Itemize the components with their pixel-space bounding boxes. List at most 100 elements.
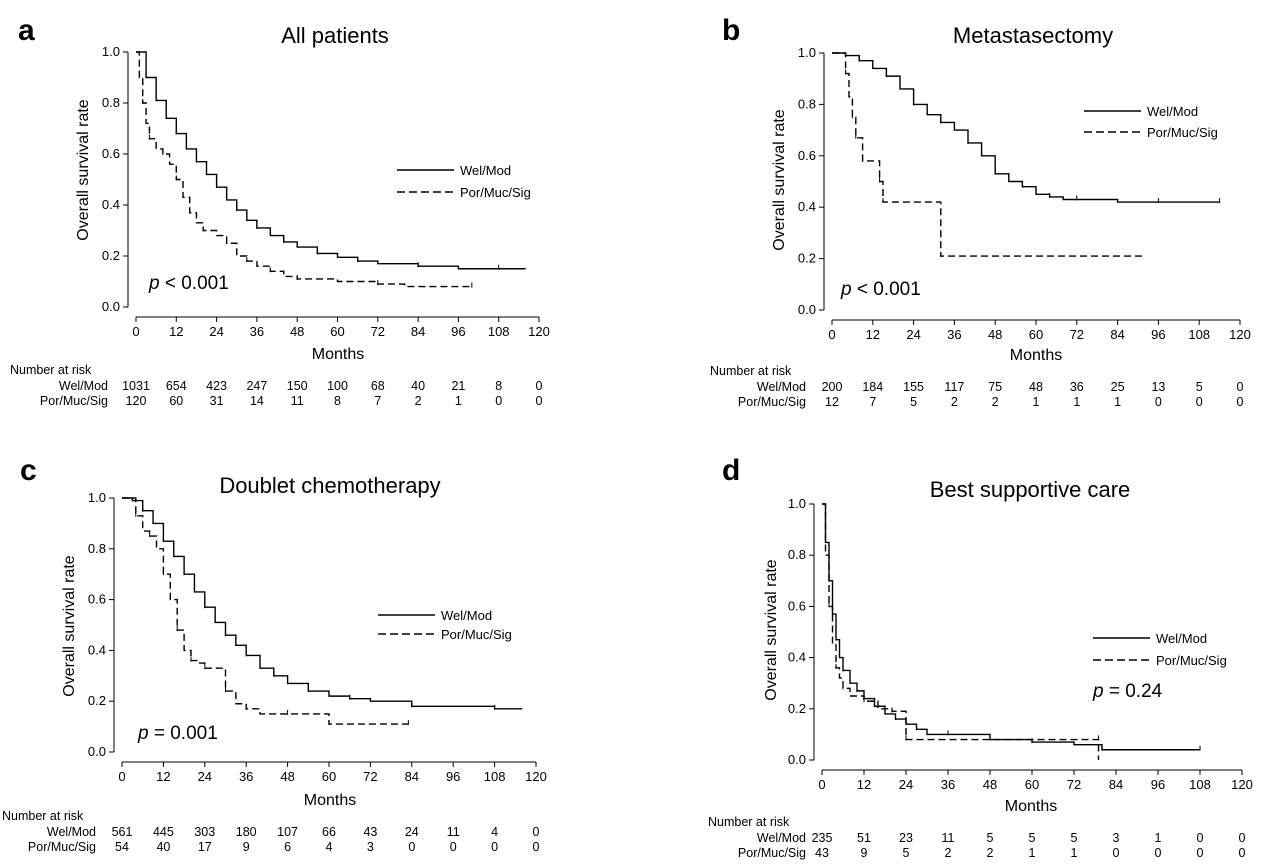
svg-text:p < 0.001: p < 0.001 bbox=[148, 273, 229, 294]
panel-letter-b: b bbox=[722, 14, 740, 47]
risk-count: 17 bbox=[198, 840, 212, 854]
risk-table-header: Number at risk bbox=[10, 363, 92, 377]
risk-table-header: Number at risk bbox=[2, 809, 84, 823]
y-tick-label: 0.2 bbox=[102, 248, 120, 263]
panel-d-title: Best supportive care bbox=[930, 477, 1131, 502]
svg-text:p = 0.24: p = 0.24 bbox=[1092, 681, 1163, 702]
x-tick-label: 12 bbox=[156, 769, 170, 784]
x-tick-label: 84 bbox=[405, 769, 419, 784]
risk-count: 51 bbox=[857, 831, 871, 845]
y-tick-label: 0.6 bbox=[788, 598, 806, 613]
risk-count: 5 bbox=[1029, 831, 1036, 845]
risk-count: 423 bbox=[206, 379, 227, 393]
risk-count: 40 bbox=[411, 379, 425, 393]
y-tick-label: 0.6 bbox=[88, 592, 106, 607]
risk-row-label-wel-mod: Wel/Mod bbox=[59, 379, 108, 393]
panel-b-title: Metastasectomy bbox=[953, 23, 1113, 48]
risk-count: 0 bbox=[536, 379, 543, 393]
x-tick-label: 24 bbox=[899, 777, 913, 792]
y-tick-label: 0.8 bbox=[102, 95, 120, 110]
risk-count: 1 bbox=[1073, 395, 1080, 409]
p-value-text: < 0.001 bbox=[852, 279, 921, 300]
x-tick-label: 60 bbox=[322, 769, 336, 784]
risk-count: 2 bbox=[945, 846, 952, 860]
risk-count: 2 bbox=[987, 846, 994, 860]
x-tick-label: 72 bbox=[363, 769, 377, 784]
legend-label-por-muc-sig: Por/Muc/Sig bbox=[1147, 125, 1218, 140]
risk-row-label-por-muc-sig: Por/Muc/Sig bbox=[40, 394, 108, 408]
legend-label-wel-mod: Wel/Mod bbox=[1156, 631, 1207, 646]
risk-count: 5 bbox=[910, 395, 917, 409]
x-tick-label: 36 bbox=[941, 777, 955, 792]
risk-count: 6 bbox=[284, 840, 291, 854]
risk-count: 12 bbox=[825, 395, 839, 409]
panel-c-title: Doublet chemotherapy bbox=[219, 473, 440, 498]
x-tick-label: 120 bbox=[1231, 777, 1253, 792]
risk-count: 3 bbox=[1113, 831, 1120, 845]
y-tick-label: 0.2 bbox=[788, 701, 806, 716]
risk-count: 13 bbox=[1151, 380, 1165, 394]
risk-count: 117 bbox=[944, 380, 964, 394]
x-tick-label: 48 bbox=[280, 769, 294, 784]
risk-count: 180 bbox=[236, 825, 257, 839]
y-tick-label: 1.0 bbox=[102, 44, 120, 59]
risk-count: 0 bbox=[1197, 831, 1204, 845]
y-tick-label: 0.4 bbox=[798, 199, 816, 214]
risk-table-header: Number at risk bbox=[710, 364, 792, 378]
risk-count: 8 bbox=[495, 379, 502, 393]
x-tick-label: 120 bbox=[1229, 327, 1251, 342]
series-line-wel-mod bbox=[822, 503, 1200, 751]
risk-count: 0 bbox=[533, 840, 540, 854]
risk-count: 0 bbox=[1113, 846, 1120, 860]
y-tick-label: 0.0 bbox=[798, 302, 816, 317]
x-tick-label: 120 bbox=[525, 769, 547, 784]
risk-count: 8 bbox=[334, 394, 341, 408]
y-tick-label: 0.6 bbox=[798, 148, 816, 163]
panel-b-plot-area: 0.0 0.2 0.4 0.6 0.8 1.0 0 12 24 36 48 60 72 84 96 108 12… bbox=[798, 45, 1251, 342]
x-tick-label: 108 bbox=[488, 324, 510, 339]
panel-a-p-value: p < 0.001 bbox=[148, 273, 229, 294]
risk-count: 0 bbox=[1197, 846, 1204, 860]
panel-letter-a: a bbox=[18, 14, 35, 47]
y-tick-label: 0.6 bbox=[102, 146, 120, 161]
risk-row-label-wel-mod: Wel/Mod bbox=[757, 380, 806, 394]
risk-count: 0 bbox=[408, 840, 415, 854]
risk-count: 0 bbox=[1155, 395, 1162, 409]
panel-letter-d: d bbox=[722, 454, 740, 487]
risk-count: 184 bbox=[862, 380, 883, 394]
risk-count: 0 bbox=[1196, 395, 1203, 409]
x-tick-label: 24 bbox=[906, 327, 920, 342]
risk-count: 1 bbox=[1029, 846, 1036, 860]
risk-count: 4 bbox=[491, 825, 498, 839]
p-value-text: < 0.001 bbox=[160, 273, 229, 294]
svg-text:p = 0.001: p = 0.001 bbox=[137, 723, 218, 744]
panel-c-x-axis-label: Months bbox=[304, 792, 356, 809]
panel-b-risk-table: Number at risk Wel/Mod Por/Muc/Sig 200 18… bbox=[710, 364, 1244, 409]
risk-count: 5 bbox=[1071, 831, 1078, 845]
x-tick-label: 48 bbox=[983, 777, 997, 792]
panel-c-legend: Wel/Mod Por/Muc/Sig bbox=[378, 608, 512, 642]
x-tick-label: 12 bbox=[169, 324, 183, 339]
y-tick-label: 0.8 bbox=[798, 96, 816, 111]
risk-count: 36 bbox=[1070, 380, 1084, 394]
y-tick-label: 0.8 bbox=[788, 547, 806, 562]
risk-count: 66 bbox=[322, 825, 336, 839]
risk-count: 21 bbox=[451, 379, 465, 393]
x-tick-label: 84 bbox=[411, 324, 425, 339]
x-tick-label: 96 bbox=[1151, 777, 1165, 792]
risk-count: 0 bbox=[1239, 831, 1246, 845]
x-tick-label: 36 bbox=[947, 327, 961, 342]
risk-count: 1 bbox=[1033, 395, 1040, 409]
legend-label-wel-mod: Wel/Mod bbox=[441, 608, 492, 623]
y-tick-label: 0.8 bbox=[88, 541, 106, 556]
risk-count: 303 bbox=[194, 825, 215, 839]
panel-d: d Best supportive care Months Overall su… bbox=[708, 454, 1253, 860]
risk-count: 5 bbox=[987, 831, 994, 845]
x-tick-label: 84 bbox=[1110, 327, 1124, 342]
panel-a-plot-area: 0.0 0.2 0.4 0.6 0.8 1.0 0 12 24 36 48 60 72 84 96 108 12… bbox=[102, 44, 550, 339]
panel-b: b Metastasectomy Months Overall survival… bbox=[710, 14, 1251, 409]
risk-count: 9 bbox=[243, 840, 250, 854]
x-tick-label: 0 bbox=[828, 327, 835, 342]
risk-count: 1 bbox=[455, 394, 462, 408]
risk-count: 1031 bbox=[122, 379, 150, 393]
